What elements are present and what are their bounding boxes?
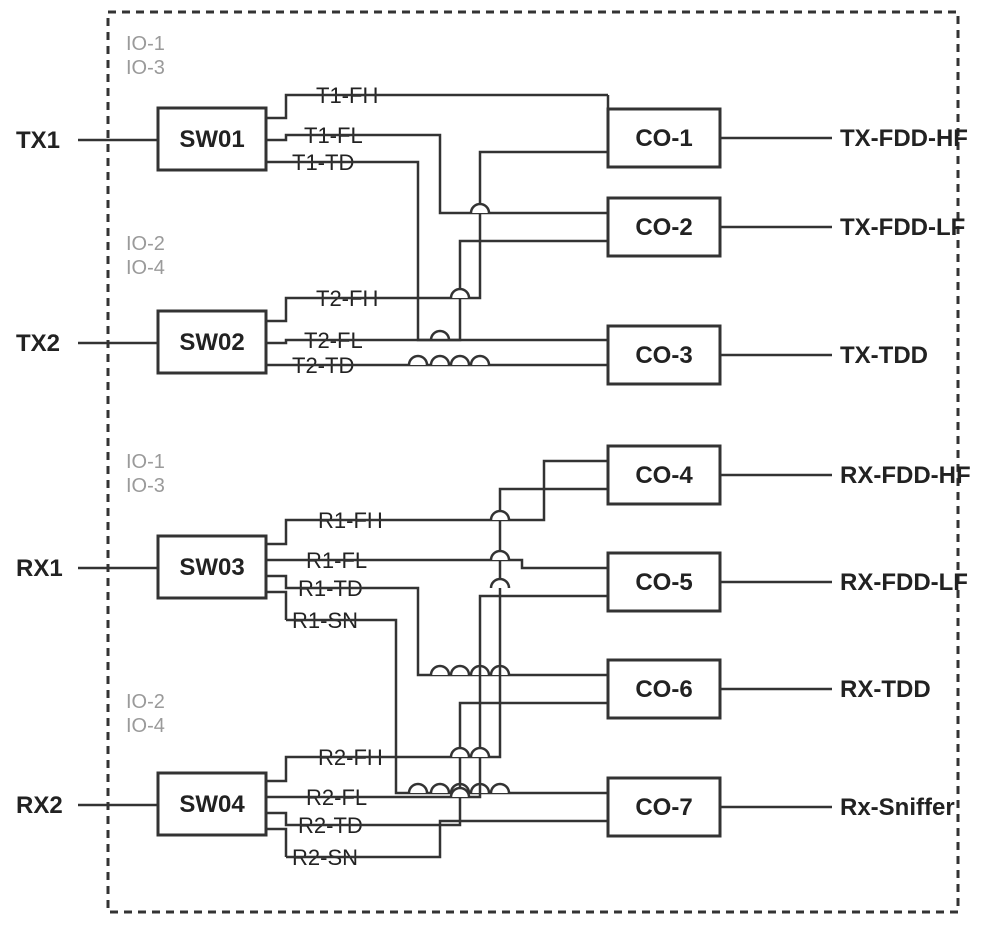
stub-R1-SN [266, 592, 286, 620]
switch-label-SW04: SW04 [179, 791, 245, 818]
hop [451, 356, 469, 365]
co-label-CO-3: CO-3 [635, 342, 692, 369]
stub-T1-FL [266, 135, 298, 140]
hop [431, 331, 449, 340]
out-label-CO-2: TX-FDD-LF [840, 214, 965, 241]
hop [409, 784, 427, 793]
out-label-CO-3: TX-TDD [840, 342, 928, 369]
route-T1-TD-CO-3 [286, 162, 608, 340]
io-annot-2-0: IO-1 [126, 451, 165, 473]
switch-label-SW01: SW01 [179, 126, 244, 153]
hop [491, 579, 509, 588]
block-diagram: TX1TX2RX1RX2IO-1IO-3IO-2IO-4IO-1IO-3IO-2… [0, 0, 1000, 929]
co-label-CO-6: CO-6 [635, 676, 692, 703]
co-label-CO-7: CO-7 [635, 794, 692, 821]
switch-label-SW02: SW02 [179, 329, 244, 356]
port-label-RX1: RX1 [16, 555, 63, 582]
hop [451, 666, 469, 675]
io-annot-1-1: IO-4 [126, 257, 165, 279]
hop [431, 784, 449, 793]
stub-R2-FH [266, 757, 312, 781]
stub-R1-FH [266, 520, 312, 544]
switch-label-SW03: SW03 [179, 554, 244, 581]
port-label-RX2: RX2 [16, 792, 63, 819]
stub-T1-FH [266, 95, 310, 118]
stub-R2-TD [266, 813, 292, 825]
hop [471, 204, 489, 213]
hop [491, 551, 509, 560]
out-label-CO-1: TX-FDD-HF [840, 125, 968, 152]
port-label-TX2: TX2 [16, 330, 60, 357]
io-annot-3-0: IO-2 [126, 691, 165, 713]
out-label-CO-5: RX-FDD-LF [840, 569, 968, 596]
co-label-CO-4: CO-4 [635, 462, 693, 489]
stub-R2-SN [266, 829, 286, 857]
hop [471, 356, 489, 365]
co-label-CO-5: CO-5 [635, 569, 692, 596]
hop [451, 289, 469, 298]
stub-T2-FL [266, 340, 298, 343]
io-annot-2-1: IO-3 [126, 475, 165, 497]
stub-T2-FH [266, 298, 310, 321]
hop [409, 356, 427, 365]
io-annot-3-1: IO-4 [126, 715, 165, 737]
co-label-CO-1: CO-1 [635, 125, 692, 152]
io-annot-0-0: IO-1 [126, 33, 165, 55]
out-label-CO-6: RX-TDD [840, 676, 931, 703]
co-label-CO-2: CO-2 [635, 214, 692, 241]
stub-R1-TD [266, 576, 292, 588]
hop [431, 666, 449, 675]
hop [491, 784, 509, 793]
hop [431, 356, 449, 365]
hop [491, 511, 509, 520]
io-annot-1-0: IO-2 [126, 233, 165, 255]
out-label-CO-7: Rx-Sniffer [840, 794, 955, 821]
port-label-TX1: TX1 [16, 127, 60, 154]
hop [471, 748, 489, 757]
out-label-CO-4: RX-FDD-HF [840, 462, 971, 489]
hop [451, 748, 469, 757]
hop [451, 788, 469, 797]
io-annot-0-1: IO-3 [126, 57, 165, 79]
